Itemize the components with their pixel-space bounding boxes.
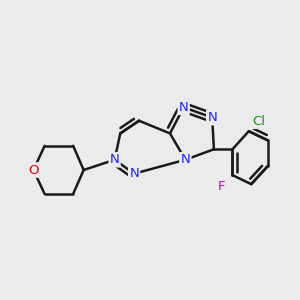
Text: N: N xyxy=(181,153,190,166)
Text: N: N xyxy=(207,111,217,124)
Text: O: O xyxy=(28,164,39,176)
Text: N: N xyxy=(179,101,188,114)
Text: N: N xyxy=(129,167,139,180)
Text: N: N xyxy=(110,153,119,166)
Text: F: F xyxy=(218,180,225,193)
Text: Cl: Cl xyxy=(252,115,265,128)
